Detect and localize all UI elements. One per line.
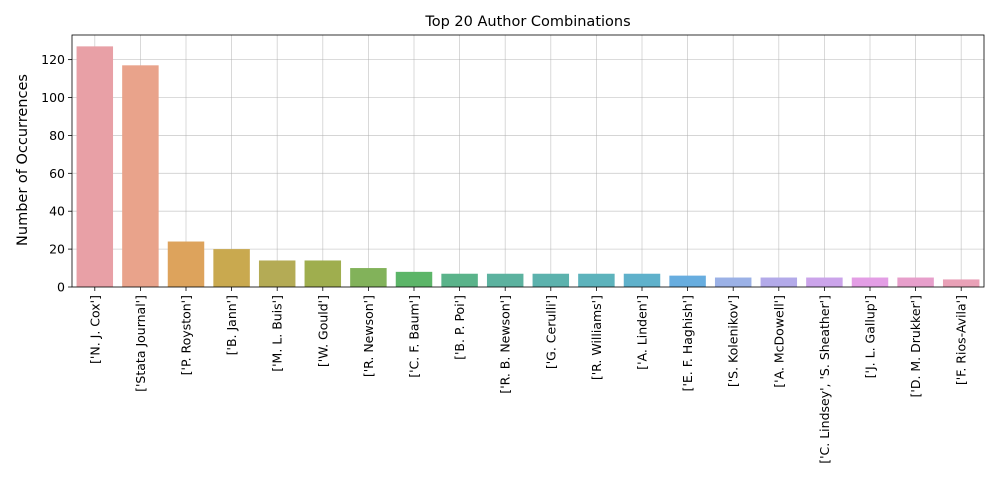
x-tick-label: ['C. Lindsey', 'S. Sheather'] (817, 295, 832, 464)
bar (395, 271, 433, 287)
bar (350, 268, 387, 287)
plot-frame (71, 34, 985, 288)
x-tick-label: ['J. L. Gallup'] (863, 295, 878, 378)
bar (942, 279, 980, 287)
bar (441, 273, 478, 287)
x-tick-label: ['M. L. Buis'] (270, 295, 285, 372)
x-tick-labels: ['N. J. Cox'] ['Stata Journal'] ['P. Royst… (87, 295, 968, 464)
y-tick-label: 60 (49, 166, 65, 181)
x-tick-label: ['A. McDowell'] (771, 295, 786, 388)
x-tick-label: ['N. J. Cox'] (87, 295, 102, 364)
bar (122, 65, 159, 287)
y-tick-label: 0 (57, 280, 65, 295)
chart-title: Top 20 Author Combinations (424, 14, 630, 30)
x-tick-label: ['S. Kolenikov'] (726, 295, 741, 387)
bar (486, 273, 524, 287)
bar (897, 277, 934, 287)
bar (304, 260, 342, 287)
y-tick-label: 80 (49, 128, 65, 143)
bar (760, 277, 798, 287)
x-tick-label: ['C. F. Baum'] (407, 295, 422, 378)
bar (714, 277, 752, 287)
x-tick-label: ['Stata Journal'] (133, 295, 148, 392)
y-tick-label: 40 (49, 204, 65, 219)
x-tick-label: ['D. M. Drukker'] (908, 295, 923, 397)
bar (578, 273, 615, 287)
y-tick-labels: 0 20 40 60 80 100 120 (41, 52, 65, 294)
x-tick-label: ['G. Cerulli'] (543, 295, 558, 369)
y-tick-label: 120 (41, 52, 65, 67)
y-axis-label: Number of Occurrences (15, 74, 31, 246)
x-tick-label: ['A. Linden'] (635, 295, 650, 370)
bar (806, 277, 843, 287)
bar (532, 273, 570, 287)
x-tick-label: ['B. Jann'] (224, 295, 239, 355)
bar (851, 277, 889, 287)
y-tick-label: 100 (41, 90, 65, 105)
x-tick-label: ['R. Williams'] (589, 295, 604, 380)
x-tick-label: ['R. B. Newson'] (498, 295, 513, 394)
bar (623, 273, 661, 287)
x-tick-label: ['F. Rios-Avila'] (954, 295, 969, 385)
bar (258, 260, 296, 287)
bar (167, 241, 205, 287)
bar (669, 275, 706, 287)
x-tick-label: ['R. Newson'] (361, 295, 376, 377)
x-tick-label: ['P. Royston'] (179, 295, 194, 375)
x-tick-label: ['B. P. Poi'] (452, 295, 467, 360)
bar (213, 249, 250, 287)
axes (68, 34, 985, 291)
bars (76, 46, 980, 287)
x-tick-label: ['W. Gould'] (315, 295, 330, 367)
x-tick-label: ['E. F. Haghish'] (680, 295, 695, 391)
bar (76, 46, 114, 287)
y-tick-label: 20 (49, 242, 65, 257)
grid-lines (72, 35, 984, 288)
